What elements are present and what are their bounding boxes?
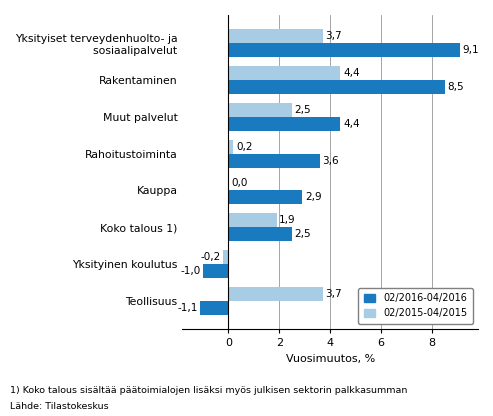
Text: 4,4: 4,4 xyxy=(343,119,359,129)
Text: -1,0: -1,0 xyxy=(180,266,200,276)
Bar xyxy=(228,29,322,43)
Text: 9,1: 9,1 xyxy=(463,45,479,55)
Legend: 02/2016-04/2016, 02/2015-04/2015: 02/2016-04/2016, 02/2015-04/2015 xyxy=(358,287,473,324)
Bar xyxy=(200,301,228,315)
Text: 4,4: 4,4 xyxy=(343,68,359,78)
Text: 2,9: 2,9 xyxy=(305,192,321,202)
Bar xyxy=(228,227,292,241)
Text: 8,5: 8,5 xyxy=(448,82,464,92)
Bar xyxy=(228,80,445,94)
Text: 3,6: 3,6 xyxy=(322,156,339,166)
Bar xyxy=(228,66,341,80)
Bar xyxy=(228,154,320,168)
Bar xyxy=(228,287,322,301)
Text: 1) Koko talous sisältää päätoimialojen lisäksi myös julkisen sektorin palkkasumm: 1) Koko talous sisältää päätoimialojen l… xyxy=(10,386,407,395)
Text: -1,1: -1,1 xyxy=(177,303,198,313)
Text: 1,9: 1,9 xyxy=(280,215,296,225)
Text: -0,2: -0,2 xyxy=(201,252,221,262)
Bar xyxy=(203,264,228,278)
Text: 0,2: 0,2 xyxy=(236,141,252,151)
Bar xyxy=(228,213,277,227)
Bar xyxy=(228,117,341,131)
X-axis label: Vuosimuutos, %: Vuosimuutos, % xyxy=(285,354,375,364)
Text: 2,5: 2,5 xyxy=(295,105,311,115)
Bar xyxy=(228,103,292,117)
Bar xyxy=(228,191,302,204)
Bar xyxy=(223,250,228,264)
Text: Lähde: Tilastokeskus: Lähde: Tilastokeskus xyxy=(10,401,108,411)
Text: 3,7: 3,7 xyxy=(325,31,342,41)
Bar xyxy=(228,43,460,57)
Bar xyxy=(228,140,234,154)
Text: 2,5: 2,5 xyxy=(295,229,311,239)
Text: 3,7: 3,7 xyxy=(325,289,342,299)
Text: 0,0: 0,0 xyxy=(231,178,247,188)
